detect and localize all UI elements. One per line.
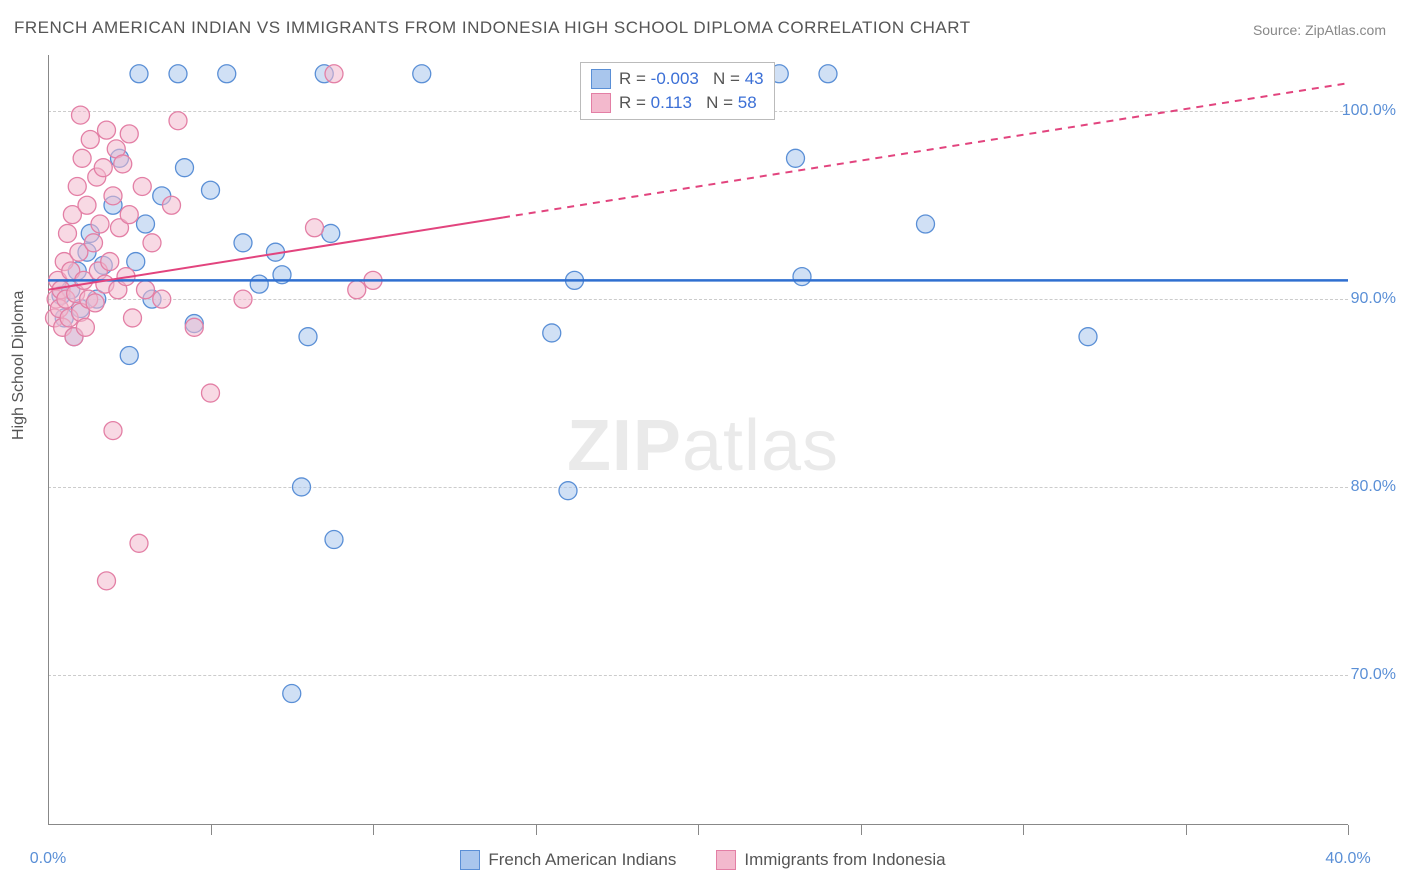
- data-point: [250, 275, 268, 293]
- y-axis-label: High School Diploma: [10, 291, 28, 440]
- legend-item-1: French American Indians: [460, 850, 676, 870]
- legend-stats-box: R = -0.003 N = 43R = 0.113 N = 58: [580, 62, 775, 120]
- data-point: [133, 177, 151, 195]
- data-point: [98, 572, 116, 590]
- data-point: [153, 290, 171, 308]
- data-point: [413, 65, 431, 83]
- data-point: [120, 125, 138, 143]
- data-point: [169, 65, 187, 83]
- plot-svg: [48, 55, 1348, 825]
- data-point: [59, 224, 77, 242]
- data-point: [163, 196, 181, 214]
- data-point: [325, 65, 343, 83]
- legend-series: French American Indians Immigrants from …: [0, 850, 1406, 870]
- legend-swatch: [591, 93, 611, 113]
- data-point: [124, 309, 142, 327]
- y-tick-label: 70.0%: [1351, 666, 1396, 684]
- data-point: [293, 478, 311, 496]
- data-point: [72, 106, 90, 124]
- data-point: [169, 112, 187, 130]
- data-point: [348, 281, 366, 299]
- data-point: [234, 290, 252, 308]
- chart-container: FRENCH AMERICAN INDIAN VS IMMIGRANTS FRO…: [0, 0, 1406, 892]
- data-point: [120, 346, 138, 364]
- data-point: [325, 531, 343, 549]
- data-point: [101, 253, 119, 271]
- data-point: [68, 177, 86, 195]
- data-point: [306, 219, 324, 237]
- data-point: [85, 234, 103, 252]
- data-point: [91, 215, 109, 233]
- data-point: [322, 224, 340, 242]
- x-tick-mark: [1348, 825, 1349, 835]
- data-point: [130, 65, 148, 83]
- data-point: [81, 131, 99, 149]
- data-point: [143, 234, 161, 252]
- source-attribution: Source: ZipAtlas.com: [1253, 22, 1386, 38]
- data-point: [543, 324, 561, 342]
- x-tick-mark: [861, 825, 862, 835]
- y-tick-label: 100.0%: [1342, 102, 1396, 120]
- data-point: [120, 206, 138, 224]
- legend-stats-text: R = -0.003 N = 43: [619, 67, 764, 91]
- data-point: [559, 482, 577, 500]
- data-point: [1079, 328, 1097, 346]
- legend-label-1: French American Indians: [488, 850, 676, 870]
- legend-stats-row: R = 0.113 N = 58: [591, 91, 764, 115]
- data-point: [283, 685, 301, 703]
- legend-label-2: Immigrants from Indonesia: [744, 850, 945, 870]
- data-point: [130, 534, 148, 552]
- x-tick-mark: [1023, 825, 1024, 835]
- data-point: [76, 318, 94, 336]
- data-point: [218, 65, 236, 83]
- x-tick-mark: [373, 825, 374, 835]
- data-point: [104, 187, 122, 205]
- data-point: [787, 149, 805, 167]
- data-point: [78, 196, 96, 214]
- data-point: [114, 155, 132, 173]
- data-point: [94, 159, 112, 177]
- data-point: [299, 328, 317, 346]
- legend-swatch-2: [716, 850, 736, 870]
- data-point: [234, 234, 252, 252]
- legend-stats-row: R = -0.003 N = 43: [591, 67, 764, 91]
- data-point: [104, 422, 122, 440]
- data-point: [185, 318, 203, 336]
- legend-swatch: [591, 69, 611, 89]
- legend-item-2: Immigrants from Indonesia: [716, 850, 945, 870]
- legend-stats-text: R = 0.113 N = 58: [619, 91, 757, 115]
- chart-title: FRENCH AMERICAN INDIAN VS IMMIGRANTS FRO…: [14, 18, 971, 38]
- data-point: [98, 121, 116, 139]
- data-point: [176, 159, 194, 177]
- x-tick-mark: [1186, 825, 1187, 835]
- legend-swatch-1: [460, 850, 480, 870]
- y-tick-label: 80.0%: [1351, 478, 1396, 496]
- x-tick-mark: [211, 825, 212, 835]
- data-point: [202, 181, 220, 199]
- data-point: [137, 281, 155, 299]
- data-point: [73, 149, 91, 167]
- x-tick-mark: [698, 825, 699, 835]
- y-tick-label: 90.0%: [1351, 290, 1396, 308]
- x-tick-mark: [536, 825, 537, 835]
- data-point: [793, 268, 811, 286]
- data-point: [917, 215, 935, 233]
- data-point: [202, 384, 220, 402]
- data-point: [819, 65, 837, 83]
- data-point: [137, 215, 155, 233]
- data-point: [86, 294, 104, 312]
